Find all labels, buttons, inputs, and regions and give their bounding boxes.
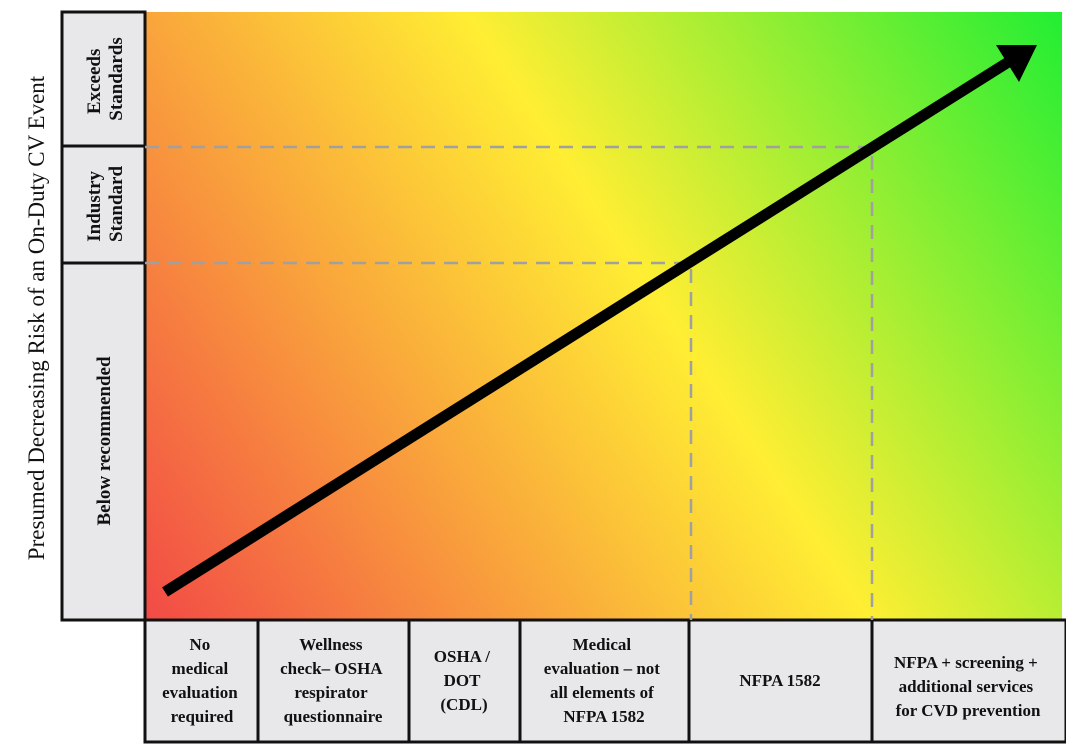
category-label-line: respirator (294, 683, 368, 702)
category-boxes (143, 618, 1066, 744)
level-label-line: Standard (106, 166, 127, 242)
category-label-line: medical (172, 659, 229, 678)
category-label-osha-dot: OSHA / DOT (CDL) (434, 647, 494, 714)
category-box-no-evaluation (143, 618, 260, 744)
category-label-line: NFPA 1582 (739, 671, 820, 690)
level-box-exceeds-standards (60, 10, 147, 148)
category-label-line: additional services (899, 677, 1034, 696)
category-label-line: DOT (444, 671, 482, 690)
category-box-nfpa-1582 (687, 618, 874, 744)
industry-standard-threshold-line (145, 261, 693, 620)
category-label-line: NFPA + screening + (894, 653, 1038, 672)
category-label-nfpa-1582: NFPA 1582 (739, 671, 820, 690)
category-label-line: (CDL) (440, 695, 487, 714)
category-box-osha-dot (407, 618, 522, 744)
category-label-partial-evaluation: Medical evaluation – not all elements of… (544, 635, 664, 726)
level-box-below-recommended (60, 261, 147, 622)
category-label-line: check– OSHA (280, 659, 383, 678)
y-axis-label: Presumed Decreasing Risk of an On-Duty C… (24, 75, 49, 560)
level-label-below-recommended: Below recommended (94, 356, 115, 525)
level-label-line: Exceeds (84, 49, 105, 114)
level-label-line: Standards (106, 37, 127, 120)
category-box-wellness-check (256, 618, 411, 744)
level-label-line: Industry (84, 171, 105, 242)
category-label-line: Medical (573, 635, 632, 654)
trend-arrow (162, 45, 1037, 597)
category-label-line: all elements of (550, 683, 654, 702)
category-label-line: Wellness (299, 635, 363, 654)
category-label-nfpa-plus: NFPA + screening + additional services f… (894, 653, 1042, 720)
category-label-line: for CVD prevention (896, 701, 1041, 720)
level-label-exceeds-standards: Exceeds Standards (84, 37, 127, 120)
category-label-line: No (189, 635, 210, 654)
trend-arrow-shaft (162, 56, 1013, 597)
category-label-line: evaluation (162, 683, 238, 702)
risk-level-boxes (60, 10, 147, 622)
category-label-line: evaluation – not (544, 659, 661, 678)
level-label-industry-standard: Industry Standard (84, 166, 127, 242)
category-label-line: NFPA 1582 (563, 707, 644, 726)
level-label-line: Below recommended (94, 356, 115, 525)
level-box-industry-standard (60, 144, 147, 265)
category-box-nfpa-plus (870, 618, 1066, 744)
category-label-line: OSHA / (434, 647, 490, 666)
category-label-wellness-check: Wellness check– OSHA respirator question… (280, 635, 386, 726)
category-label-line: required (171, 707, 234, 726)
category-label-no-evaluation: No medical evaluation required (162, 635, 242, 726)
trend-arrow-head (996, 45, 1037, 82)
category-label-line: questionnaire (284, 707, 383, 726)
